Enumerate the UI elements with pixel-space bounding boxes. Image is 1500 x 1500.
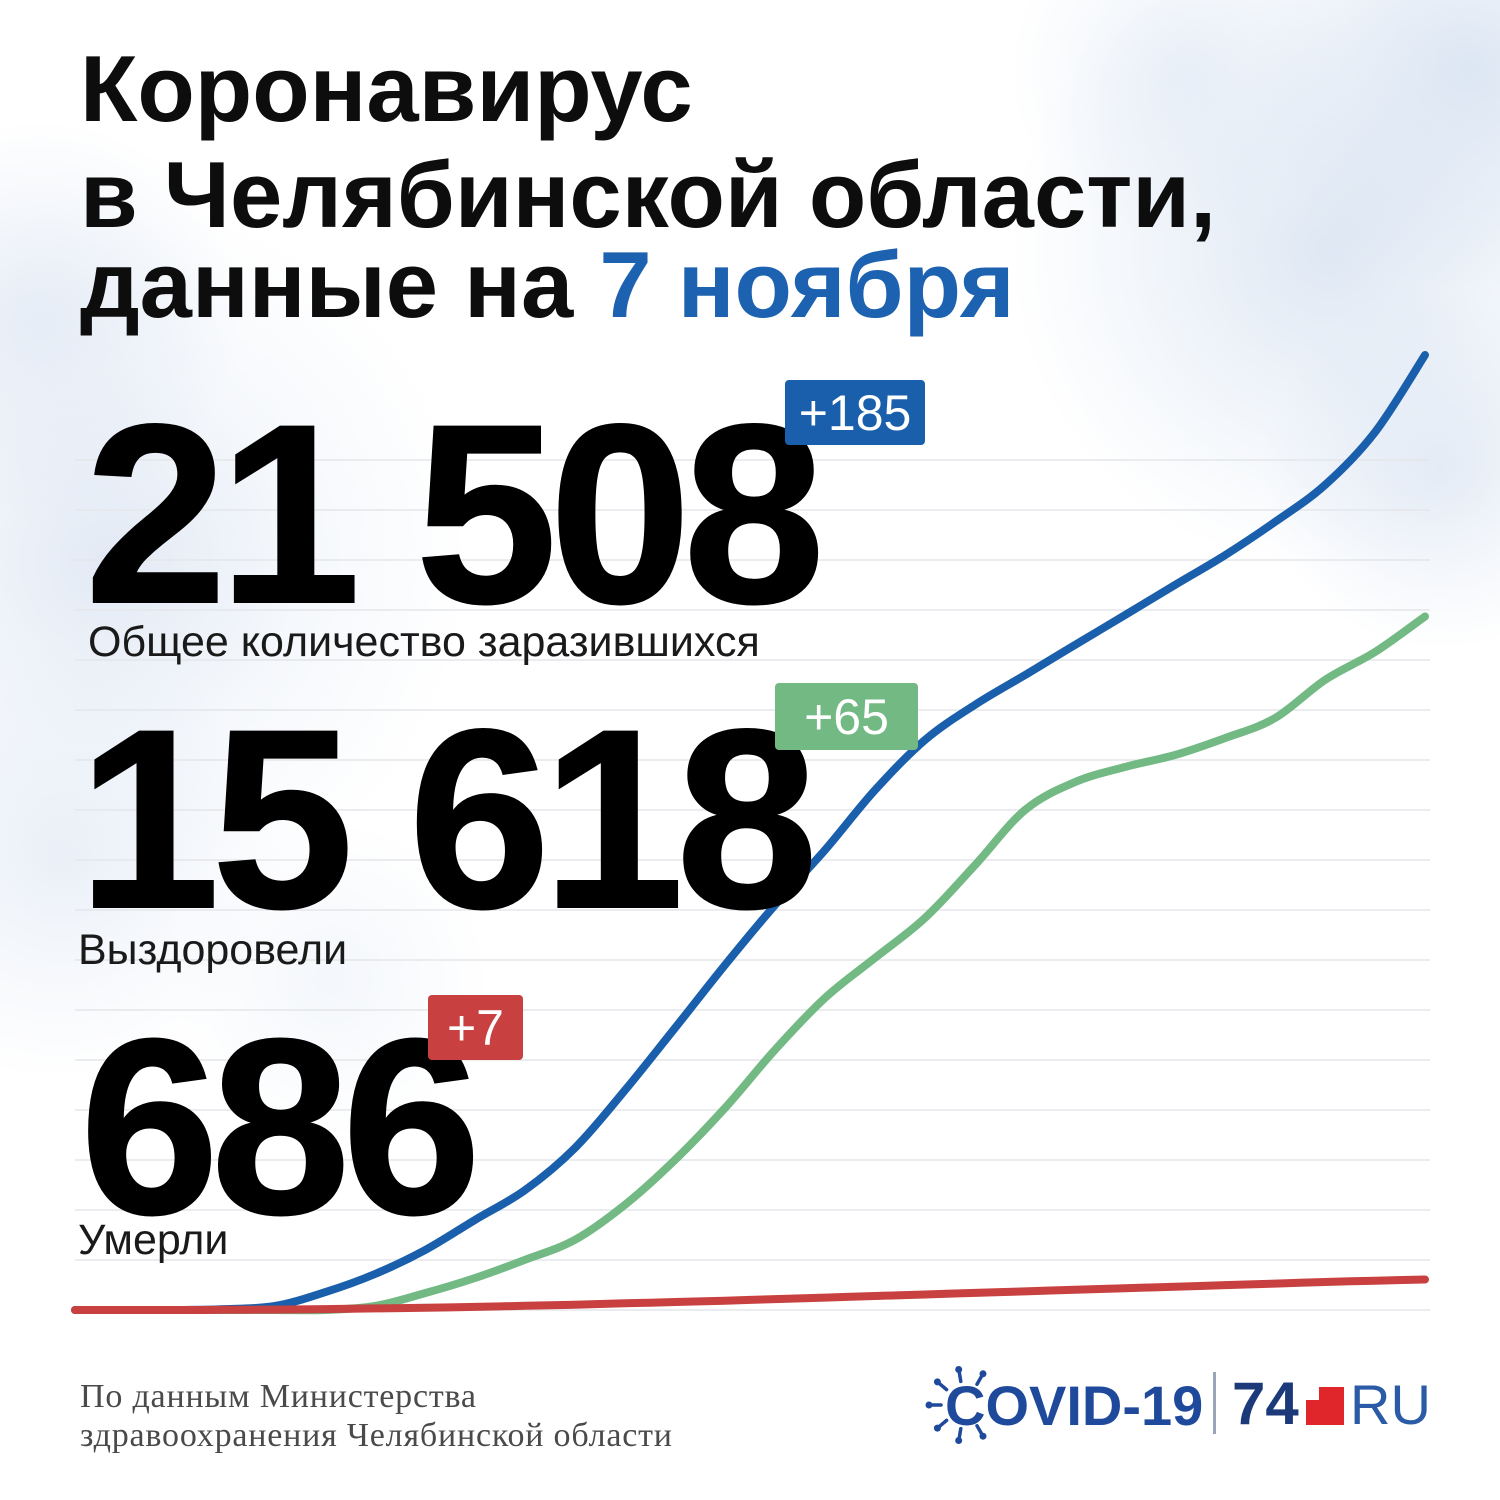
recovered-delta-text: +65	[804, 688, 889, 745]
infected-delta-text: +185	[798, 384, 912, 441]
logo-brand-number: 74	[1232, 1370, 1299, 1437]
recovered-delta-badge: +65	[775, 683, 918, 750]
infected-delta-badge: +185	[785, 380, 925, 445]
deaths-total-value: 686	[79, 987, 482, 1266]
title-line-2: в Челябинской области,	[80, 142, 1217, 247]
red-square-icon	[1306, 1387, 1344, 1425]
red-square-notch	[1306, 1387, 1319, 1400]
logo-covid-text: COVID-19	[945, 1374, 1204, 1437]
title-date: 7 ноября	[599, 232, 1015, 337]
virus-icon	[925, 1366, 987, 1444]
deaths-delta-badge: +7	[428, 995, 523, 1060]
title-date-prefix: данные на	[80, 232, 574, 337]
deaths-delta-text: +7	[446, 999, 504, 1056]
source-line-1: По данным Министерства	[80, 1378, 477, 1415]
recovered-label: Выздоровели	[78, 926, 348, 974]
logo-brand-suffix: RU	[1350, 1373, 1431, 1436]
logo-divider	[1213, 1372, 1216, 1434]
deaths-label: Умерли	[78, 1216, 229, 1264]
chart-series	[71, 351, 1429, 1315]
series-line-3	[71, 1275, 1429, 1314]
title-line-1: Коронавирус	[80, 36, 693, 141]
series-line-1	[71, 351, 1429, 1315]
title-line-3: данные на 7 ноября	[80, 238, 1015, 332]
chart-gridlines	[75, 459, 1430, 1311]
recovered-total-value: 15 618	[77, 677, 819, 962]
source-line-2: здравоохранения Челябинской области	[80, 1417, 673, 1454]
infected-label: Общее количество заразившихся	[88, 618, 760, 666]
infected-total-value: 21 508	[84, 372, 826, 657]
